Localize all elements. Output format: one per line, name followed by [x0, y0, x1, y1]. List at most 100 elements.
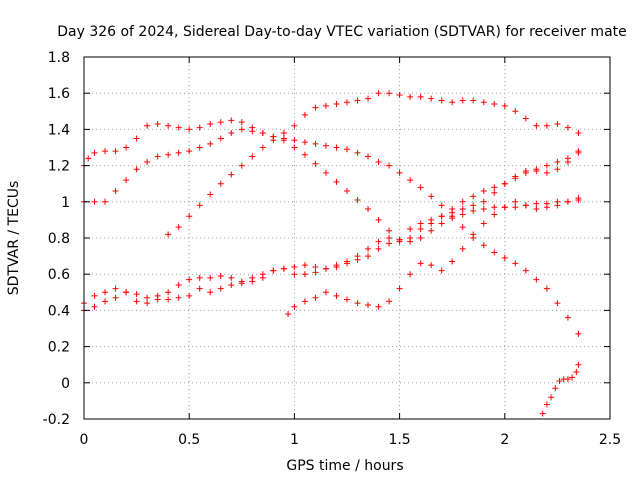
data-point: [470, 207, 477, 214]
data-point: [312, 263, 319, 270]
data-point: [249, 153, 256, 160]
data-point: [91, 198, 98, 205]
data-point: [539, 410, 546, 417]
data-point: [407, 235, 414, 241]
data-point: [249, 128, 256, 135]
data-point: [522, 267, 529, 274]
data-point: [322, 289, 329, 296]
data-point: [186, 126, 193, 133]
data-point: [196, 202, 203, 209]
data-point: [175, 224, 182, 231]
data-point: [554, 120, 561, 127]
data-point: [123, 177, 130, 184]
data-point: [543, 204, 550, 211]
data-point: [344, 99, 350, 106]
data-point: [291, 271, 298, 278]
data-point: [238, 278, 245, 285]
data-point: [575, 130, 582, 137]
data-point: [91, 292, 98, 299]
y-tick-label: 0.2: [48, 340, 70, 356]
data-point: [575, 148, 582, 155]
series-arc-f: [285, 195, 582, 318]
data-point: [438, 202, 445, 209]
series-arc-a: [81, 117, 582, 337]
data-point: [375, 303, 382, 310]
data-point: [575, 330, 582, 337]
data-point: [207, 120, 214, 127]
data-point: [91, 149, 98, 156]
data-point: [312, 269, 319, 276]
data-point: [396, 236, 403, 243]
data-point: [207, 274, 214, 281]
data-point: [575, 361, 582, 368]
data-point: [365, 253, 372, 260]
data-point: [291, 303, 298, 310]
data-point: [417, 93, 424, 100]
data-point: [322, 265, 329, 272]
data-point: [396, 92, 403, 99]
data-point: [375, 216, 382, 223]
data-point: [543, 401, 550, 408]
data-point: [501, 254, 508, 261]
data-point: [301, 271, 308, 278]
data-point: [207, 140, 214, 147]
plot-frame: [83, 56, 611, 420]
y-tick-label: 1.4: [48, 122, 70, 138]
data-point: [365, 301, 372, 308]
data-point: [312, 160, 319, 167]
data-point: [154, 296, 161, 303]
data-point: [133, 135, 140, 142]
x-tick-labels: 0 0.5 1 1.5 2 2.5: [80, 432, 622, 448]
data-point: [322, 102, 329, 109]
data-point: [102, 148, 109, 155]
data-point: [375, 245, 382, 252]
x-tick-label: 0: [80, 432, 89, 448]
data-point: [228, 130, 235, 137]
data-point: [112, 294, 119, 301]
data-point: [501, 102, 508, 109]
data-point: [217, 285, 224, 292]
data-point: [228, 282, 235, 289]
data-point: [344, 296, 350, 303]
y-tick-label: 0.4: [48, 303, 70, 319]
data-point: [365, 206, 372, 213]
data-point: [112, 187, 119, 194]
data-point: [569, 374, 576, 381]
data-point: [333, 263, 340, 270]
y-tick-labels: -0.2 0 0.2 0.4 0.6 0.8 1 1.2 1.4 1.6 1.8: [43, 50, 70, 428]
data-point: [449, 258, 456, 265]
data-point: [554, 158, 561, 165]
data-point: [144, 300, 151, 307]
data-point: [165, 122, 172, 129]
data-point: [533, 122, 540, 129]
series-arc-b: [81, 126, 582, 245]
data-point: [354, 256, 361, 263]
y-tick-label: -0.2: [43, 412, 70, 428]
data-point: [386, 235, 393, 241]
data-point: [552, 385, 559, 392]
data-point: [354, 300, 361, 307]
data-point: [123, 144, 130, 151]
data-point: [501, 180, 508, 187]
series-arc-e: [81, 148, 582, 307]
data-point: [533, 200, 540, 207]
data-point: [470, 97, 477, 104]
data-point: [154, 120, 161, 127]
data-point: [144, 122, 151, 129]
data-point: [354, 97, 361, 104]
data-point: [459, 198, 466, 205]
data-point: [238, 119, 245, 126]
data-point: [228, 274, 235, 281]
data-point: [459, 97, 466, 104]
data-point: [291, 122, 298, 129]
data-point: [365, 245, 372, 252]
data-point: [543, 285, 550, 292]
data-point: [491, 184, 498, 191]
data-point: [196, 124, 203, 131]
data-point: [196, 144, 203, 151]
data-point: [543, 162, 550, 169]
data-point: [548, 394, 555, 401]
data-point: [217, 135, 224, 142]
data-point: [280, 130, 287, 137]
